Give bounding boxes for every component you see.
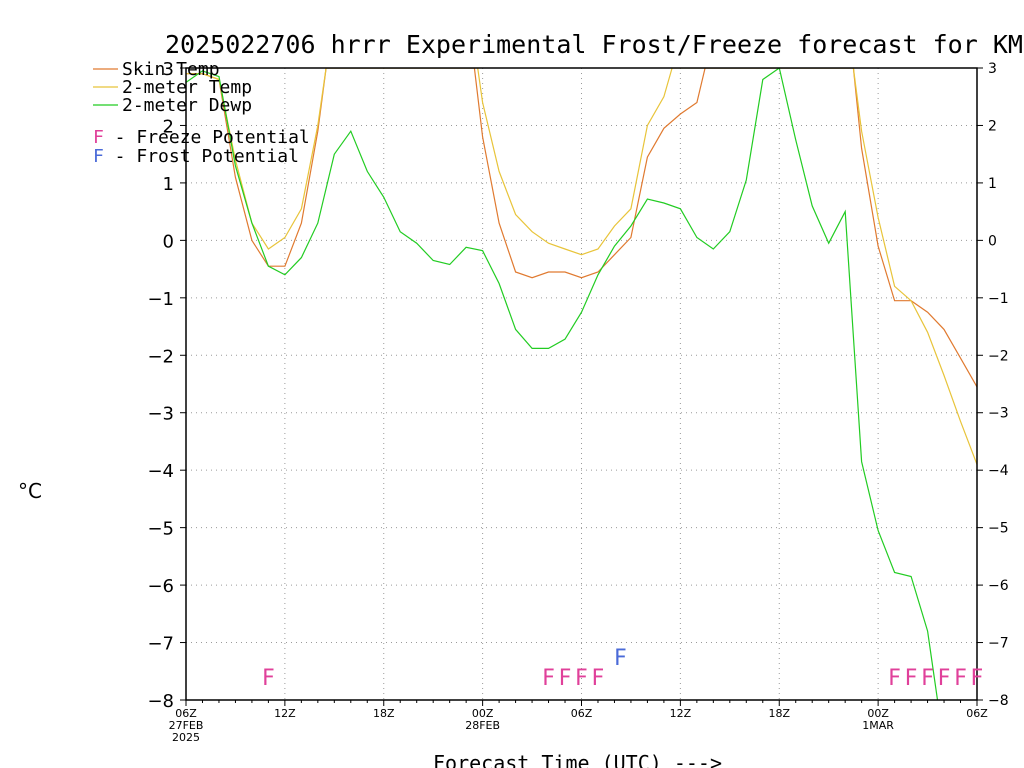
x-tick-label: 28FEB [465, 719, 500, 732]
freeze-marker: F [921, 666, 934, 691]
potential-legend-entry: F - Frost Potential [93, 146, 299, 167]
y-axis-unit-label: °C [18, 479, 42, 503]
y-tick-label-right: −4 [988, 463, 1009, 479]
y-tick-label-left: 2 [163, 116, 174, 137]
x-tick-label: 06Z [175, 707, 197, 720]
y-tick-label-right: −8 [988, 693, 1009, 709]
legend-label: 2-meter Dewp [122, 95, 252, 116]
freeze-marker: F [559, 666, 572, 691]
y-tick-label-right: −1 [988, 291, 1009, 307]
legend-label: 2-meter Temp [122, 77, 252, 98]
legend-label: Skin Temp [122, 59, 220, 80]
y-tick-label-right: −3 [988, 406, 1009, 422]
potential-legend-text: - Frost Potential [104, 146, 299, 167]
y-tick-label-right: −5 [988, 521, 1009, 537]
y-tick-label-left: −8 [147, 691, 174, 712]
chart-title: 2025022706 hrrr Experimental Frost/Freez… [165, 30, 1024, 59]
potential-legend-text: - Freeze Potential [104, 127, 310, 148]
grid [186, 68, 977, 700]
y-tick-label-left: 3 [163, 59, 174, 80]
y-tick-label-left: −7 [147, 634, 174, 655]
x-tick-label: 06Z [966, 707, 988, 720]
y-tick-label-left: −1 [147, 289, 174, 310]
series-line-skin-temp [186, 68, 977, 388]
x-axis-label: Forecast Time (UTC) ---> [433, 751, 722, 768]
x-tick-label: 00Z [472, 707, 494, 720]
series-clip-group [186, 68, 977, 700]
x-tick-label: 12Z [274, 707, 296, 720]
x-tick-label: 27FEB [169, 719, 204, 732]
potential-legend-entry: F - Freeze Potential [93, 127, 310, 148]
series-lines [186, 68, 977, 700]
plot-frame [185, 67, 978, 701]
freeze-marker: F [938, 666, 951, 691]
freeze-marker: F [575, 666, 588, 691]
x-tick-label: 18Z [373, 707, 395, 720]
y-tick-label-left: −6 [147, 576, 174, 597]
x-tick-label: 06Z [571, 707, 593, 720]
series-line-2-meter-dewp [186, 68, 939, 700]
y-tick-label-left: −4 [147, 461, 174, 482]
freeze-marker: F [542, 666, 555, 691]
axes: 3 3 2 2 1 1 0 0 −1 −1 −2 −2 −3 −3 −4 −4 −5 −5 −6 −6 −7 −7 −8 −8… [147, 59, 1008, 744]
freeze-marker: F [262, 666, 275, 691]
y-tick-label-right: 2 [988, 118, 997, 134]
y-tick-label-left: 0 [163, 231, 174, 252]
y-tick-label-left: −2 [147, 346, 174, 367]
x-tick-label: 2025 [172, 731, 200, 744]
y-tick-label-right: 3 [988, 61, 997, 77]
x-tick-label: 1MAR [862, 719, 894, 732]
y-tick-label-right: 0 [988, 233, 997, 249]
x-tick-label: 12Z [670, 707, 692, 720]
x-tick-label: 00Z [867, 707, 889, 720]
freeze-marker: F [971, 666, 984, 691]
freeze-marker: F [905, 666, 918, 691]
freeze-marker: F [888, 666, 901, 691]
x-tick-label: 18Z [768, 707, 790, 720]
y-tick-label-right: −7 [988, 636, 1009, 652]
y-tick-label-right: −2 [988, 348, 1009, 364]
freeze-marker: F [954, 666, 967, 691]
y-tick-label-left: 1 [163, 174, 174, 195]
potential-legend-letter: F [93, 146, 104, 167]
potential-markers: F F F F F F F F F F FF [262, 646, 983, 691]
y-tick-label-left: −3 [147, 404, 174, 425]
freeze-marker: F [592, 666, 605, 691]
series-line-2-meter-temp [186, 68, 977, 465]
y-tick-label-left: −5 [147, 519, 174, 540]
y-tick-label-right: −6 [988, 578, 1009, 594]
frost-marker: F [614, 646, 627, 671]
y-tick-label-right: 1 [988, 176, 997, 192]
potential-legend-letter: F [93, 127, 104, 148]
